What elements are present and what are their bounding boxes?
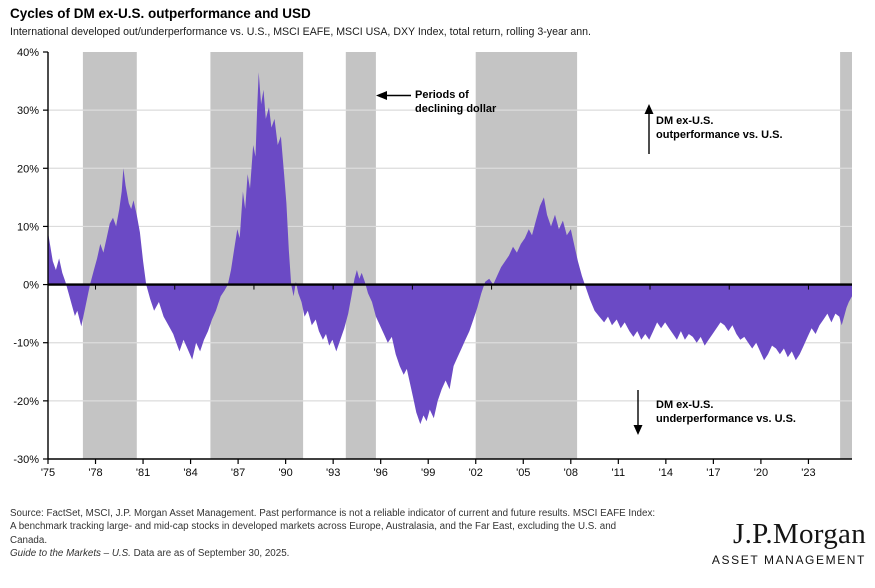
source-line: Canada. [10,534,48,546]
page-subtitle: International developed out/underperform… [10,26,591,38]
declining-dollar-band [840,52,852,459]
performance-area [48,72,852,425]
x-tick-label: '81 [136,467,150,479]
x-tick-label: '78 [88,467,102,479]
y-tick-label: 20% [17,163,39,175]
x-tick-label: '99 [421,467,435,479]
declining-dollar-label: Periods of declining dollar [415,89,497,115]
x-tick-label: '20 [754,467,768,479]
left-arrow-icon [376,91,411,100]
x-tick-label: '11 [612,467,626,479]
x-tick-label: '14 [659,467,673,479]
as-of-date: Data are as of September 30, 2025. [130,548,290,560]
x-tick-label: '96 [374,467,388,479]
y-tick-label: 30% [17,105,39,117]
source-line: A benchmark tracking large- and mid-cap … [10,521,617,533]
declining-dollar-band [345,52,376,459]
x-tick-label: '23 [801,467,815,479]
annotation-declining-dollar: Periods of declining dollar [376,89,496,116]
gtm-title: Guide to the Markets – U.S. [10,548,131,560]
jpmorgan-wordmark: J.P.Morgan [733,518,866,550]
annotation-underperformance: DM ex-U.S. underperformance vs. U.S. [656,399,796,425]
jpmorgan-logo: J.P.Morgan ASSET MANAGEMENT [711,518,866,568]
y-tick-label: 40% [17,47,39,59]
asset-management-label: ASSET MANAGEMENT [711,553,866,567]
y-tick-label: -10% [13,338,39,350]
area-chart: 40% 30% 20% 10% 0% -10% -20% -30%'75 '78 '81 '84 '8… [13,47,852,479]
gtm-line: Guide to the Markets – U.S. Data are as … [10,547,740,560]
x-tick-label: '93 [326,467,340,479]
x-tick-label: '75 [41,467,55,479]
source-line: Source: FactSet, MSCI, J.P. Morgan Asset… [10,508,656,519]
x-tick-label: '84 [183,467,197,479]
y-tick-label: -30% [13,454,39,466]
x-tick-label: '90 [278,467,292,479]
x-tick-label: '08 [564,467,578,479]
y-tick-label: 10% [17,221,39,233]
source-note: Source: FactSet, MSCI, J.P. Morgan Asset… [10,507,740,561]
up-arrow-icon [644,104,654,154]
x-tick-label: '05 [516,467,530,479]
down-arrow-icon [633,390,643,435]
x-tick-label: '87 [231,467,245,479]
y-tick-label: 0% [23,280,39,292]
y-tick-label: -20% [13,396,39,408]
annotation-outperformance: DM ex-U.S. outperformance vs. U.S. [656,115,783,141]
page-title: Cycles of DM ex-U.S. outperformance and … [10,6,311,21]
x-tick-label: '02 [469,467,483,479]
x-tick-label: '17 [706,467,720,479]
